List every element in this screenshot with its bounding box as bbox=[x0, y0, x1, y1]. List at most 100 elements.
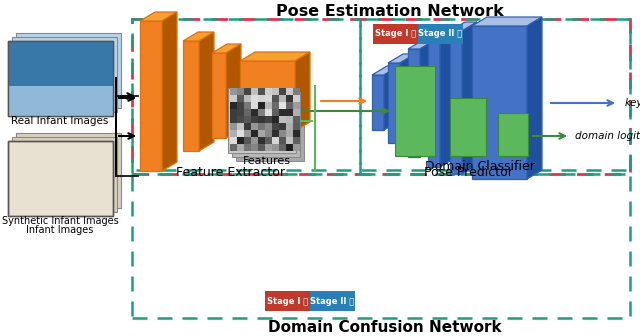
Bar bbox=[279, 95, 286, 102]
Polygon shape bbox=[420, 40, 435, 157]
Bar bbox=[286, 137, 293, 144]
Bar bbox=[265, 109, 272, 116]
Bar bbox=[373, 24, 418, 44]
Bar bbox=[244, 144, 251, 151]
Polygon shape bbox=[162, 12, 177, 171]
Text: Stage I 🔒: Stage I 🔒 bbox=[375, 30, 416, 39]
Bar bbox=[244, 137, 251, 144]
Bar bbox=[265, 88, 272, 95]
Polygon shape bbox=[199, 32, 214, 151]
Bar bbox=[230, 95, 237, 102]
Bar bbox=[244, 95, 251, 102]
Bar bbox=[8, 41, 113, 116]
Bar bbox=[251, 130, 258, 137]
Bar bbox=[230, 88, 237, 95]
Bar bbox=[228, 88, 296, 153]
Bar bbox=[293, 137, 300, 144]
Polygon shape bbox=[372, 66, 399, 75]
Bar bbox=[293, 102, 300, 109]
Bar bbox=[230, 102, 237, 109]
Text: Feature Extractor: Feature Extractor bbox=[175, 167, 285, 179]
Polygon shape bbox=[388, 63, 400, 143]
Bar bbox=[286, 102, 293, 109]
Bar bbox=[272, 95, 279, 102]
Bar bbox=[279, 88, 286, 95]
Bar bbox=[8, 141, 113, 216]
Bar bbox=[244, 102, 251, 109]
Bar bbox=[279, 137, 286, 144]
Bar bbox=[230, 130, 237, 137]
Polygon shape bbox=[472, 26, 527, 179]
Bar bbox=[272, 116, 279, 123]
Bar bbox=[237, 109, 244, 116]
Bar bbox=[258, 88, 265, 95]
Polygon shape bbox=[240, 61, 295, 131]
Bar bbox=[310, 291, 355, 311]
Bar bbox=[279, 123, 286, 130]
Bar bbox=[293, 95, 300, 102]
Bar bbox=[258, 130, 265, 137]
Bar bbox=[286, 88, 293, 95]
Bar bbox=[360, 19, 630, 174]
Bar bbox=[12, 137, 117, 212]
Text: domain logits: domain logits bbox=[575, 131, 640, 141]
Bar bbox=[450, 98, 486, 156]
Bar bbox=[244, 109, 251, 116]
Bar bbox=[279, 130, 286, 137]
Bar bbox=[265, 95, 272, 102]
Polygon shape bbox=[408, 49, 420, 157]
Bar bbox=[237, 144, 244, 151]
Bar bbox=[244, 123, 251, 130]
Polygon shape bbox=[388, 54, 415, 63]
Bar bbox=[272, 137, 279, 144]
Bar bbox=[293, 123, 300, 130]
Bar bbox=[132, 19, 360, 174]
Polygon shape bbox=[450, 22, 477, 31]
Bar bbox=[230, 116, 237, 123]
Bar bbox=[272, 109, 279, 116]
Text: Domain Confusion Network: Domain Confusion Network bbox=[268, 321, 502, 336]
Polygon shape bbox=[384, 66, 399, 130]
Bar bbox=[286, 123, 293, 130]
Bar bbox=[286, 109, 293, 116]
Bar bbox=[258, 123, 265, 130]
Text: Features: Features bbox=[243, 156, 291, 166]
Bar bbox=[293, 88, 300, 95]
Bar bbox=[237, 88, 244, 95]
Bar bbox=[237, 130, 244, 137]
Bar bbox=[237, 102, 244, 109]
Bar bbox=[230, 137, 237, 144]
Text: keypoints: keypoints bbox=[625, 98, 640, 108]
Bar bbox=[230, 109, 237, 116]
Polygon shape bbox=[462, 22, 477, 174]
Bar bbox=[258, 95, 265, 102]
Polygon shape bbox=[428, 39, 440, 167]
Bar bbox=[265, 137, 272, 144]
Polygon shape bbox=[212, 53, 226, 138]
Text: Stage I 🔒: Stage I 🔒 bbox=[267, 296, 308, 305]
Text: Stage II 🔒: Stage II 🔒 bbox=[419, 30, 463, 39]
Bar bbox=[418, 24, 463, 44]
Text: Stage II 🔒: Stage II 🔒 bbox=[310, 296, 355, 305]
Bar bbox=[258, 102, 265, 109]
Polygon shape bbox=[372, 75, 384, 130]
Bar bbox=[230, 144, 237, 151]
Bar bbox=[8, 41, 113, 86]
Bar bbox=[279, 116, 286, 123]
Bar bbox=[265, 291, 310, 311]
Bar bbox=[286, 95, 293, 102]
Bar bbox=[279, 109, 286, 116]
Bar bbox=[265, 130, 272, 137]
Text: Domain Classifier: Domain Classifier bbox=[425, 160, 535, 172]
Polygon shape bbox=[183, 32, 214, 41]
Bar bbox=[279, 144, 286, 151]
Polygon shape bbox=[212, 44, 241, 53]
Bar bbox=[251, 109, 258, 116]
Polygon shape bbox=[408, 40, 435, 49]
Bar bbox=[265, 102, 272, 109]
Bar bbox=[251, 88, 258, 95]
Polygon shape bbox=[527, 17, 542, 179]
Bar bbox=[16, 33, 121, 108]
Bar bbox=[8, 86, 113, 116]
Bar bbox=[251, 144, 258, 151]
